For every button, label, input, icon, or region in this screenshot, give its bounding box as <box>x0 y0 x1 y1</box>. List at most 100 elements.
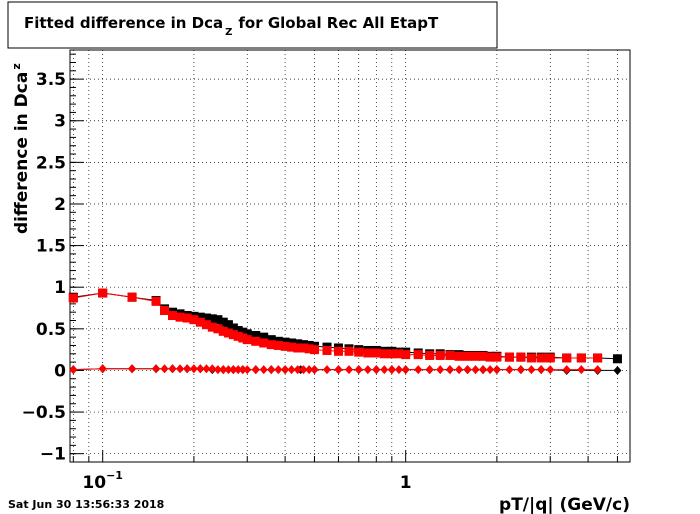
data-point <box>593 353 603 363</box>
data-point <box>387 349 397 359</box>
data-point <box>195 312 205 322</box>
data-point <box>435 350 445 360</box>
data-point <box>394 349 404 359</box>
data-point <box>537 365 546 375</box>
data-point <box>492 352 502 362</box>
data-point <box>151 296 161 306</box>
data-point <box>259 338 269 348</box>
data-point <box>536 353 546 363</box>
y-tick-label: 0.5 <box>36 320 66 340</box>
data-point <box>504 352 514 362</box>
data-point <box>152 364 161 374</box>
y-axis-title-subscript: z <box>10 63 23 69</box>
data-point <box>380 365 389 375</box>
y-tick-label: 2.5 <box>36 153 66 173</box>
data-point <box>372 365 381 375</box>
y-tick-label: 1 <box>54 278 66 298</box>
data-point <box>387 365 396 375</box>
data-point <box>505 365 514 375</box>
chart-title-subscript: Z <box>225 27 232 38</box>
data-point <box>281 365 290 375</box>
data-point <box>218 317 228 327</box>
data-point <box>251 336 261 346</box>
x-tick-label: 1 <box>400 473 412 493</box>
data-point <box>201 320 211 330</box>
grid <box>70 50 630 462</box>
data-point <box>516 365 525 375</box>
data-point <box>363 348 373 358</box>
data-point <box>196 364 205 374</box>
data-point <box>168 311 178 321</box>
data-point <box>229 365 238 375</box>
axis-ticks <box>70 53 618 463</box>
data-point <box>354 365 363 375</box>
data-point <box>213 365 222 375</box>
y-tick-label: −1 <box>40 445 66 465</box>
data-point <box>299 365 308 375</box>
data-point <box>224 365 233 375</box>
data-point <box>233 331 243 341</box>
data-point <box>546 365 555 375</box>
x-tick-labels: 10−1 1 <box>82 469 411 493</box>
data-point <box>425 365 434 375</box>
data-point <box>127 292 137 302</box>
data-point <box>251 365 260 375</box>
data-point <box>234 365 243 375</box>
y-axis-title-main: difference in Dca <box>12 72 32 234</box>
data-point <box>323 365 332 375</box>
series-1 <box>68 288 603 363</box>
data-point <box>202 364 211 374</box>
data-point <box>182 313 192 323</box>
data-point <box>251 330 261 340</box>
x-tick-label-exponent: −1 <box>106 469 123 482</box>
data-point <box>463 365 472 375</box>
data-point <box>344 365 353 375</box>
data-point <box>238 365 247 375</box>
data-point <box>401 365 410 375</box>
data-point <box>363 365 372 375</box>
series-3 <box>69 364 602 375</box>
data-point <box>310 365 319 375</box>
chart-title-main: Fitted difference in Dca <box>24 14 223 32</box>
data-point <box>414 365 423 375</box>
data-point <box>485 352 495 362</box>
y-tick-label: 3 <box>54 112 66 132</box>
data-point <box>299 343 309 353</box>
data-point <box>207 322 217 332</box>
data-point <box>195 317 205 327</box>
data-point <box>280 341 290 351</box>
data-point <box>593 365 602 375</box>
data-point <box>243 365 252 375</box>
data-point <box>293 365 302 375</box>
data-point <box>219 365 228 375</box>
plot-frame <box>69 49 631 463</box>
chart-title-suffix: for Global Rec All EtapT <box>238 14 439 32</box>
data-series <box>68 288 622 375</box>
data-point <box>394 365 403 375</box>
data-point <box>463 351 473 361</box>
data-point <box>436 365 445 375</box>
y-tick-label: 3.5 <box>36 70 66 90</box>
timestamp-footer: Sat Jun 30 13:56:33 2018 <box>8 498 164 511</box>
data-point <box>98 288 108 298</box>
data-point <box>208 364 217 374</box>
data-point <box>479 365 488 375</box>
data-point <box>445 365 454 375</box>
data-point <box>266 335 276 345</box>
data-point <box>68 293 78 303</box>
y-axis-title: difference in Dca z <box>10 63 32 234</box>
data-point <box>228 323 238 333</box>
data-point <box>344 346 354 356</box>
y-tick-labels: −1 −0.5 0 0.5 1 1.5 2 2.5 3 3.5 <box>22 70 67 465</box>
data-point <box>183 364 192 374</box>
data-point <box>293 343 303 353</box>
data-point <box>189 315 199 325</box>
x-tick-label-base: 1 <box>400 473 412 493</box>
data-point <box>267 365 276 375</box>
data-point <box>305 365 314 375</box>
data-point <box>266 340 276 350</box>
y-tick-label: 0 <box>54 361 66 381</box>
data-point <box>233 325 243 335</box>
data-point <box>379 349 389 359</box>
data-point <box>176 364 185 374</box>
